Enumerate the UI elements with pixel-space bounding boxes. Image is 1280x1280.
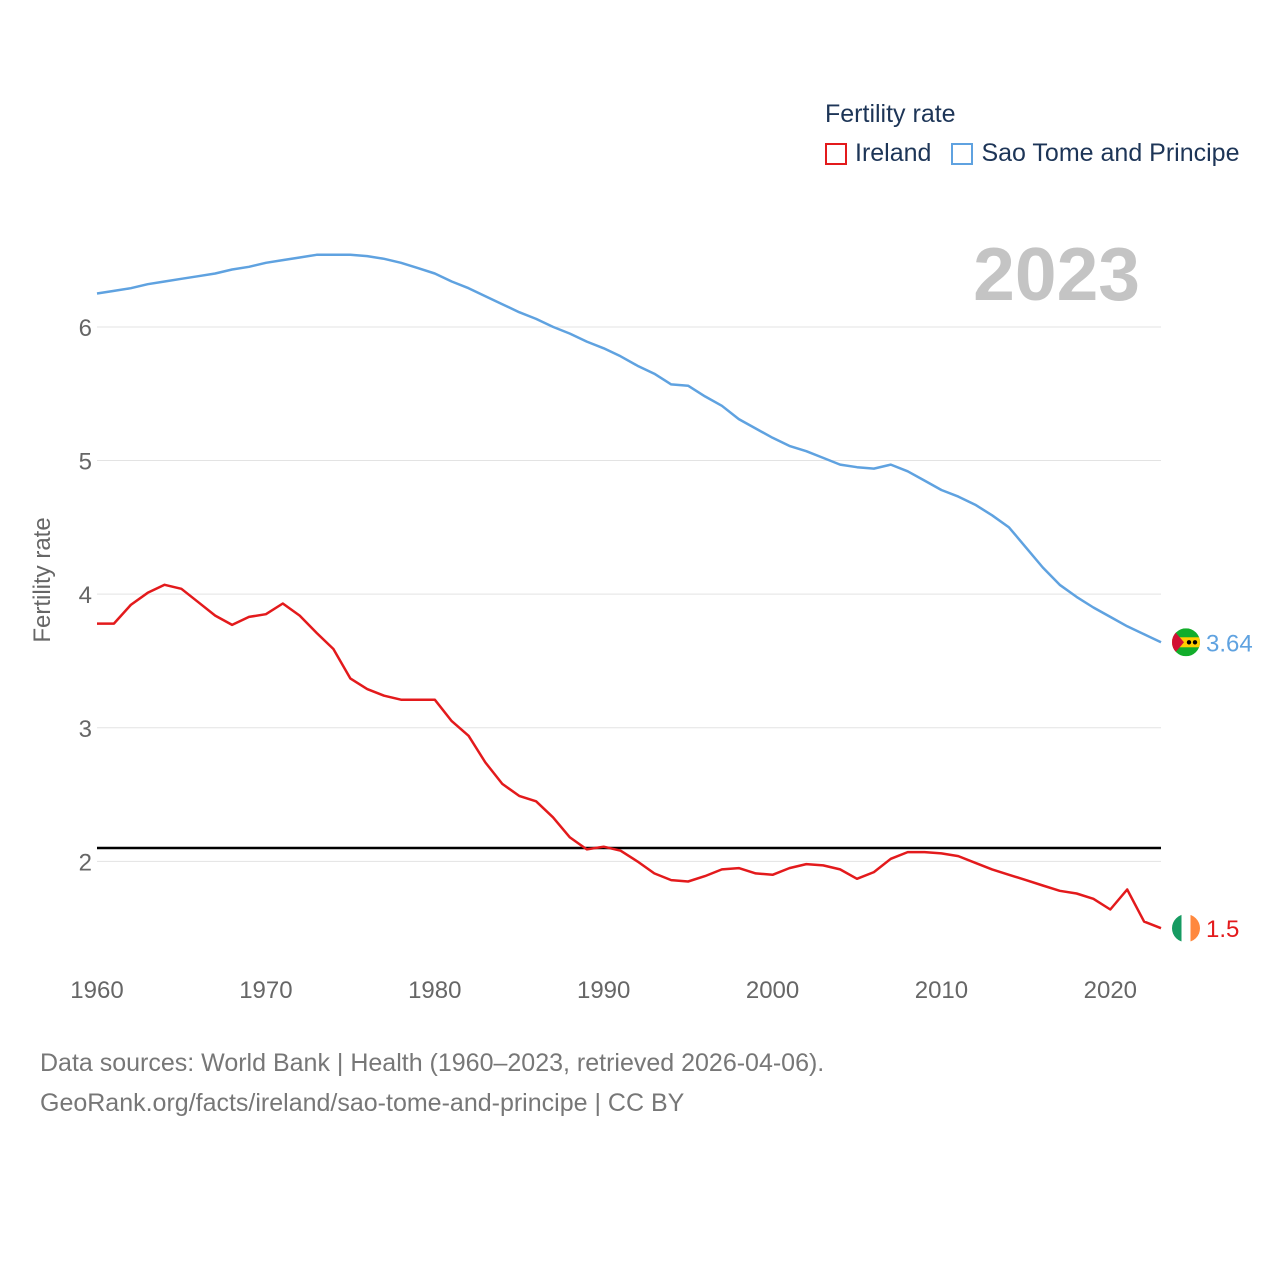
y-tick-label-3: 3 xyxy=(79,716,92,743)
grid-lines xyxy=(97,326,1161,862)
x-tick-label-1980: 1980 xyxy=(408,977,461,1004)
x-tick-label-1970: 1970 xyxy=(239,977,292,1004)
end-marker-ireland: 1.5 xyxy=(1172,914,1239,943)
x-tick-label-2020: 2020 xyxy=(1084,977,1137,1004)
series-line-sao-tome-and-principe xyxy=(96,253,1162,644)
y-axis-label: Fertility rate xyxy=(29,517,56,642)
end-value-label-ireland: 1.5 xyxy=(1206,916,1239,943)
series-lines xyxy=(96,253,1162,930)
year-watermark: 2023 xyxy=(973,232,1140,316)
x-tick-label-2010: 2010 xyxy=(915,977,968,1004)
sao-tome-flag-icon xyxy=(1172,628,1200,657)
x-tick-label-1990: 1990 xyxy=(577,977,630,1004)
y-tick-label-5: 5 xyxy=(79,449,92,476)
legend-swatch-ireland xyxy=(825,142,847,165)
series-line-ireland xyxy=(97,583,1162,930)
y-axis-tick-labels: 2 3 4 5 6 xyxy=(79,315,92,876)
legend: Fertility rate Ireland Sao Tome and Prin… xyxy=(825,100,1260,168)
sources-line-1: Data sources: World Bank | Health (1960–… xyxy=(40,1049,825,1077)
x-axis-tick-labels: 1960 1970 1980 1990 2000 2010 2020 xyxy=(70,977,1137,1004)
legend-label-sao-tome: Sao Tome and Principe xyxy=(981,139,1240,167)
legend-swatch-sao-tome xyxy=(951,142,974,165)
y-tick-label-6: 6 xyxy=(79,315,92,342)
end-value-label-sao-tome-and-principe: 3.64 xyxy=(1206,630,1253,657)
legend-item-sao-tome[interactable]: Sao Tome and Principe xyxy=(951,139,1240,168)
legend-label-ireland: Ireland xyxy=(855,139,932,167)
sources-line-2: GeoRank.org/facts/ireland/sao-tome-and-p… xyxy=(40,1089,685,1117)
legend-item-ireland[interactable]: Ireland xyxy=(825,139,931,168)
ireland-flag-icon xyxy=(1172,914,1200,943)
y-tick-label-2: 2 xyxy=(79,849,92,876)
end-marker-sao-tome-and-principe: 3.64 xyxy=(1172,628,1253,657)
legend-title: Fertility rate xyxy=(825,100,956,128)
x-tick-label-1960: 1960 xyxy=(70,977,123,1004)
data-sources: Data sources: World Bank | Health (1960–… xyxy=(40,1043,824,1123)
series-end-markers: 1.5 3.64 xyxy=(1172,628,1253,943)
y-tick-label-4: 4 xyxy=(79,582,92,609)
x-tick-label-2000: 2000 xyxy=(746,977,799,1004)
